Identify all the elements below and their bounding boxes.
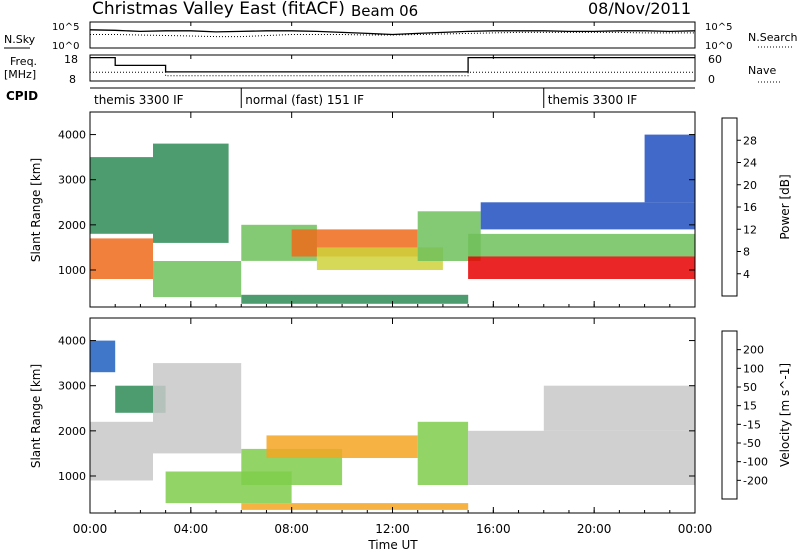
- power-colorbar-tick-label: 4: [743, 268, 750, 281]
- range-tick-label: 3000: [58, 380, 86, 393]
- power-colorbar-label: Power [dB]: [778, 174, 792, 239]
- plot-title: Christmas Valley East (fitACF): [92, 0, 345, 19]
- freq-line: [90, 56, 695, 73]
- time-tick-label: 16:00: [476, 522, 511, 536]
- nsky-line: [89, 29, 696, 36]
- heatmap-cell: [90, 340, 116, 373]
- velocity-ylabel: Slant Range [km]: [29, 364, 43, 468]
- power-colorbar-tick-label: 12: [743, 223, 757, 236]
- time-tick-label: 12:00: [375, 522, 410, 536]
- nsky-label: N.Sky: [4, 33, 36, 46]
- noise-panel: N.Sky 10^5 10^0 10^5 10^0 N.Search: [4, 21, 798, 52]
- power-colorbar-frame: [721, 117, 738, 297]
- time-tick-label: 04:00: [174, 522, 209, 536]
- velocity-colorbar-tick-label: -100: [743, 456, 768, 469]
- velocity-colorbar-tick-label: 100: [743, 362, 764, 375]
- time-tick-label: 00:00: [678, 522, 713, 536]
- velocity-colorbar-frame: [721, 330, 738, 500]
- cpid-label: CPID: [6, 89, 38, 103]
- power-colorbar-tick-label: 8: [743, 246, 750, 259]
- heatmap-cell: [266, 435, 418, 458]
- time-axis-label: Time UT: [367, 538, 418, 552]
- heatmap-cell: [90, 238, 153, 279]
- range-tick-label: 4000: [58, 129, 86, 142]
- velocity-colorbar-label: Velocity [m s^-1]: [778, 363, 792, 467]
- nsearch-tick-bottom: 10^0: [705, 41, 732, 52]
- velocity-colorbar-tick-label: 200: [743, 344, 764, 357]
- date-label: 08/Nov/2011: [588, 0, 691, 18]
- heatmap-cell: [417, 421, 469, 485]
- heatmap-cell: [468, 430, 695, 485]
- nave-label: Nave: [748, 64, 776, 77]
- range-tick-label: 1000: [58, 470, 86, 483]
- heatmap-cell: [153, 143, 229, 243]
- range-tick-label: 2000: [58, 425, 86, 438]
- heatmap-cell: [153, 363, 242, 454]
- cpid-strip: CPID themis 3300 IF normal (fast) 151 IF t…: [6, 87, 695, 108]
- power-colorbar-tick-label: 28: [743, 134, 757, 147]
- freq-panel: Freq. [MHz] 18 8 60 0 Nave: [4, 53, 782, 86]
- heatmap-cell: [241, 503, 469, 510]
- velocity-panel: Slant Range [km] 4000 3000 2000 1000 200 100…: [29, 317, 792, 514]
- beam-label: Beam 06: [351, 2, 418, 20]
- freq-tick-top: 18: [64, 53, 78, 66]
- range-tick-label: 1000: [58, 264, 86, 277]
- velocity-colorbar-tick-label: 50: [743, 381, 757, 394]
- heatmap-cell: [468, 256, 695, 279]
- freq-label-line2: [MHz]: [4, 68, 36, 81]
- heatmap-cell: [644, 134, 695, 203]
- velocity-colorbar-tick-label: -200: [743, 474, 768, 487]
- power-heatmap: [90, 134, 695, 304]
- time-axis: 00:00 04:00 08:00 12:00 16:00 20:00 00:00: [73, 22, 713, 536]
- velocity-colorbar-tick-label: -15: [743, 418, 761, 431]
- cpid-segment-label: normal (fast) 151 IF: [245, 93, 364, 107]
- range-tick-label: 2000: [58, 219, 86, 232]
- time-tick-label: 00:00: [73, 522, 108, 536]
- heatmap-cell: [468, 233, 695, 257]
- nave-tick-top: 60: [708, 53, 722, 66]
- heatmap-cell: [316, 247, 443, 270]
- freq-tick-bottom: 8: [69, 73, 76, 86]
- power-panel: Slant Range [km] 4000 3000 2000 1000 28 24 20…: [29, 111, 792, 308]
- heatmap-cell: [90, 157, 153, 234]
- nsearch-tick-top: 10^5: [705, 22, 732, 33]
- nsearch-line: [90, 31, 695, 38]
- heatmap-cell: [90, 421, 153, 481]
- cpid-segment-label: themis 3300 IF: [548, 93, 638, 107]
- nave-tick-bottom: 0: [708, 73, 715, 86]
- cpid-segment-label: themis 3300 IF: [94, 93, 184, 107]
- nsky-tick-top: 10^5: [52, 22, 79, 33]
- heatmap-cell: [153, 261, 242, 298]
- heatmap-cell: [543, 385, 696, 431]
- range-tick-label: 3000: [58, 174, 86, 187]
- time-tick-label: 20:00: [577, 522, 612, 536]
- velocity-colorbar-tick-label: -50: [743, 437, 761, 450]
- velocity-heatmap: [90, 340, 696, 510]
- time-tick-label: 08:00: [274, 522, 309, 536]
- nsky-tick-bottom: 10^0: [52, 41, 79, 52]
- heatmap-cell: [480, 202, 695, 230]
- heatmap-cell: [241, 294, 469, 304]
- nave-line: [90, 71, 695, 77]
- power-ylabel: Slant Range [km]: [29, 158, 43, 262]
- velocity-colorbar-tick-label: 15: [743, 400, 757, 413]
- nsearch-label: N.Search: [748, 31, 798, 44]
- power-colorbar-tick-label: 24: [743, 157, 757, 170]
- range-tick-label: 4000: [58, 335, 86, 348]
- freq-label-line1: Freq.: [10, 55, 37, 68]
- power-colorbar-tick-label: 20: [743, 179, 757, 192]
- power-colorbar-tick-label: 16: [743, 201, 757, 214]
